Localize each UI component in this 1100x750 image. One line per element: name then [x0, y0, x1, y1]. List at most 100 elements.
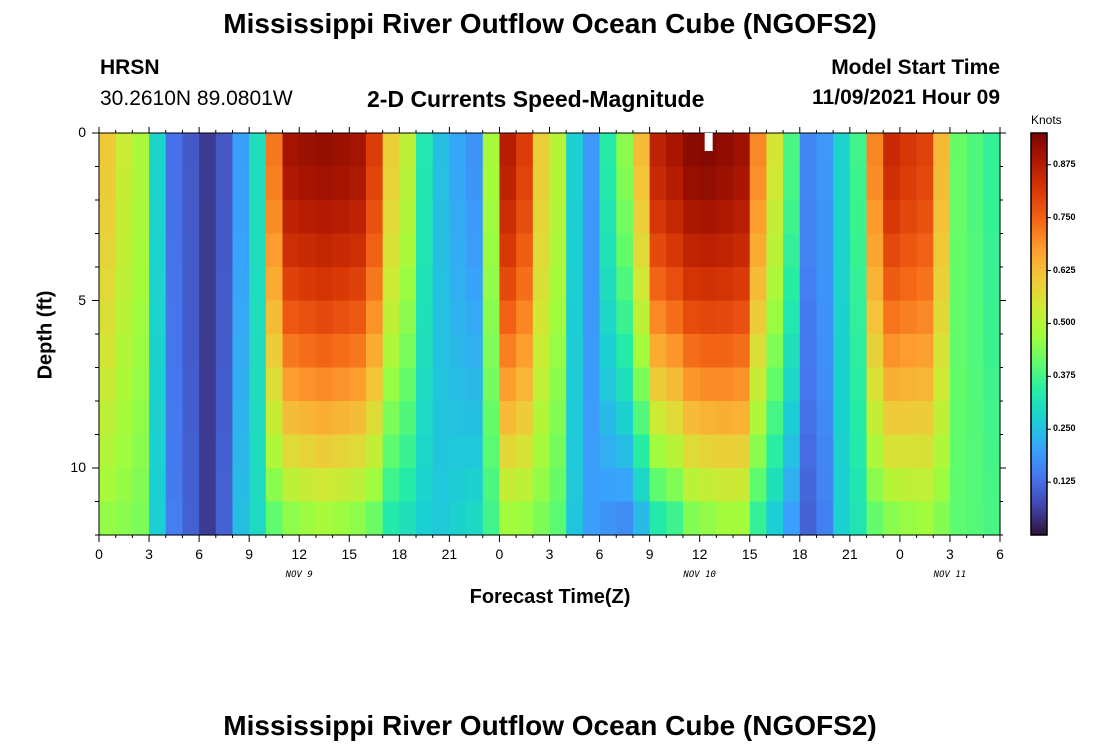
heatmap-cell — [733, 267, 751, 302]
heatmap-cell — [399, 300, 417, 335]
heatmap-cell — [866, 401, 884, 436]
heatmap-cell — [332, 133, 350, 168]
heatmap-cell — [516, 434, 534, 469]
heatmap-cell — [149, 501, 167, 536]
station-coords: 30.2610N 89.0801W — [100, 87, 293, 110]
heatmap-cell — [783, 200, 801, 235]
heatmap-cell — [482, 133, 501, 168]
heatmap-cell — [699, 200, 717, 235]
heatmap-cell — [516, 367, 534, 402]
heatmap-cell — [549, 401, 567, 436]
heatmap-cell — [933, 501, 951, 536]
heatmap-cell — [749, 267, 768, 302]
heatmap-cell — [115, 501, 133, 536]
heatmap-cell — [733, 300, 751, 335]
heatmap-cell — [466, 401, 484, 436]
heatmap-cell — [849, 501, 868, 536]
heatmap-cell — [699, 300, 717, 335]
x-tick-label: 3 — [145, 546, 153, 562]
heatmap-cell — [749, 468, 768, 503]
heatmap-cell — [899, 401, 918, 436]
heatmap-cell — [833, 367, 851, 402]
heatmap-cell — [666, 267, 684, 302]
colorbar-tick-label: 0.750 — [1053, 211, 1076, 222]
heatmap-cell — [983, 367, 1001, 402]
heatmap-cell — [449, 401, 467, 436]
heatmap-cell — [816, 401, 834, 436]
x-tick-label: 18 — [391, 546, 408, 562]
heatmap-cell — [682, 468, 701, 503]
heatmap-cell — [449, 233, 467, 268]
heatmap-cell — [582, 300, 601, 335]
heatmap-cell — [699, 468, 717, 503]
heatmap-cell — [249, 334, 267, 369]
x-tick-label: 6 — [996, 546, 1004, 562]
data-gap-marker — [704, 133, 713, 151]
heatmap-cell — [232, 166, 250, 201]
heatmap-cell — [232, 401, 250, 436]
heatmap-cell — [349, 434, 367, 469]
heatmap-cell — [199, 367, 217, 402]
heatmap-cell — [733, 233, 751, 268]
heatmap-cell — [365, 334, 384, 369]
heatmap-cell — [532, 133, 551, 168]
heatmap-cell — [983, 300, 1001, 335]
heatmap-cell — [616, 267, 634, 302]
heatmap-cell — [682, 367, 701, 402]
heatmap-cell — [799, 401, 818, 436]
heatmap-cell — [783, 401, 801, 436]
heatmap-cell — [349, 133, 367, 168]
heatmap-cell — [599, 401, 617, 436]
heatmap-cell — [165, 200, 184, 235]
heatmap-cell — [632, 468, 651, 503]
heatmap-cell — [966, 501, 984, 536]
heatmap-cell — [416, 233, 434, 268]
heatmap-cell — [365, 367, 384, 402]
heatmap-cell — [749, 133, 768, 168]
x-tick-label: 0 — [95, 546, 103, 562]
heatmap-cell — [232, 200, 250, 235]
heatmap-cell — [232, 468, 250, 503]
heatmap-cell — [482, 401, 501, 436]
heatmap-cell — [432, 334, 450, 369]
heatmap-cell — [632, 434, 651, 469]
heatmap-cell — [332, 267, 350, 302]
heatmap-cell — [666, 367, 684, 402]
heatmap-cell — [933, 233, 951, 268]
heatmap-cell — [466, 501, 484, 536]
heatmap-cell — [115, 334, 133, 369]
heatmap-cell — [99, 501, 117, 536]
heatmap-cell — [382, 334, 400, 369]
heatmap-cell — [983, 434, 1001, 469]
y-tick-label: 0 — [78, 124, 86, 140]
heatmap-cell — [766, 334, 784, 369]
heatmap-cell — [199, 334, 217, 369]
heatmap-cell — [582, 468, 601, 503]
heatmap-cell — [899, 501, 918, 536]
heatmap-cell — [649, 200, 667, 235]
heatmap-cell — [232, 501, 250, 536]
heatmap-cell — [382, 434, 400, 469]
heatmap-cell — [966, 334, 984, 369]
heatmap-cell — [749, 401, 768, 436]
heatmap-cell — [466, 200, 484, 235]
heatmap-cell — [265, 334, 284, 369]
heatmap-cell — [132, 367, 150, 402]
heatmap-cell — [749, 334, 768, 369]
heatmap-cell — [766, 233, 784, 268]
heatmap-cell — [582, 133, 601, 168]
heatmap-cell — [799, 200, 818, 235]
heatmap-cell — [282, 468, 300, 503]
heatmap-cell — [265, 468, 284, 503]
heatmap-cell — [449, 200, 467, 235]
heatmap-cell — [682, 166, 701, 201]
heatmap-cell — [899, 133, 918, 168]
heatmap-cell — [666, 334, 684, 369]
heatmap-cell — [215, 300, 234, 335]
heatmap-cell — [733, 133, 751, 168]
heatmap-cell — [599, 233, 617, 268]
heatmap-cell — [649, 166, 667, 201]
heatmap-cells — [99, 133, 1001, 536]
heatmap-cell — [566, 267, 584, 302]
heatmap-cell — [466, 434, 484, 469]
